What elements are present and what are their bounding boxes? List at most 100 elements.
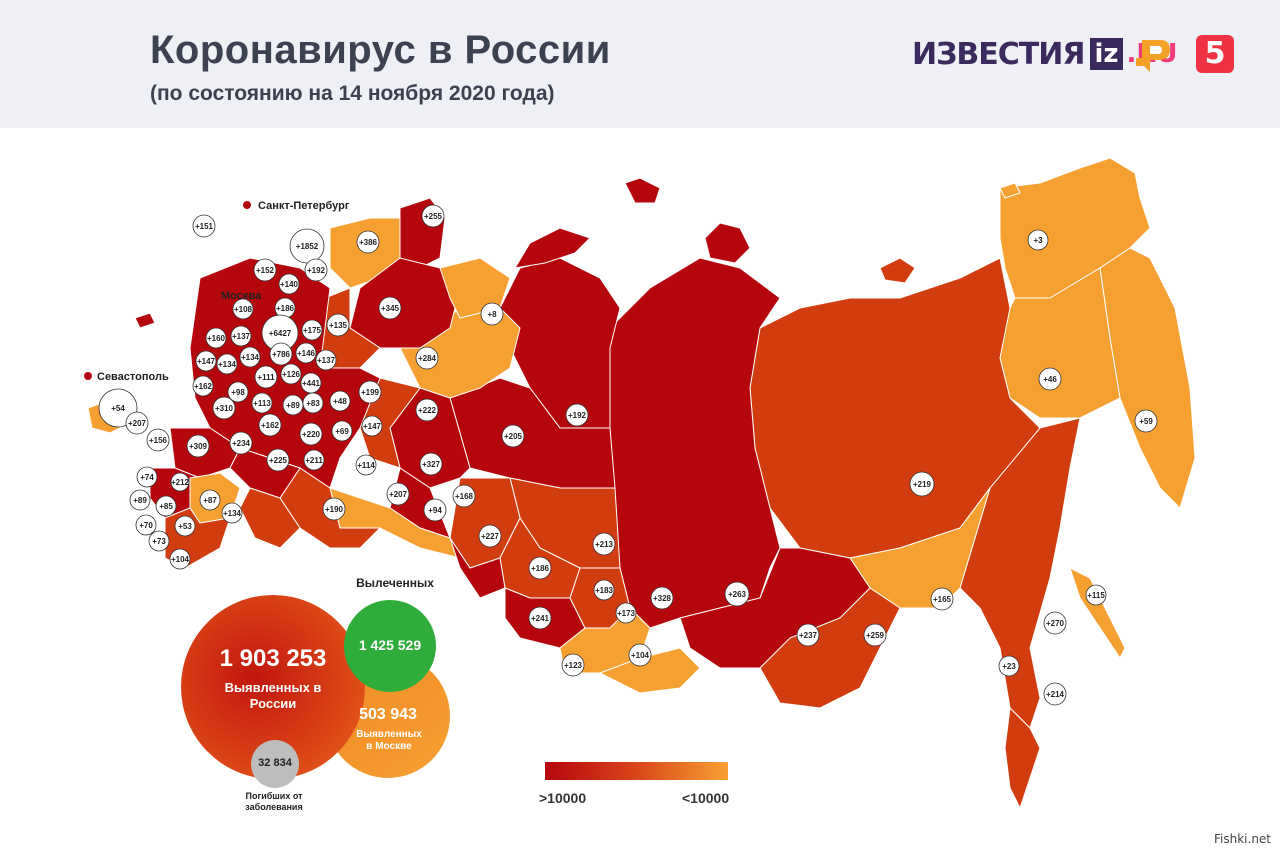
region-label-text: +23 — [1002, 662, 1016, 671]
sevastopol-marker — [84, 372, 92, 380]
region-label-text: +168 — [455, 492, 474, 501]
spb-marker — [243, 201, 251, 209]
region-label-text: +441 — [302, 379, 321, 388]
region-label-circle — [280, 363, 302, 385]
region-label-circle — [303, 449, 325, 471]
region-label-circle — [361, 415, 383, 437]
region-label-text: +59 — [1139, 417, 1153, 426]
region-label-circle — [299, 422, 323, 446]
region-label-text: +309 — [189, 442, 208, 451]
region-krasnoyarsk — [609, 257, 781, 629]
region-label-circle — [227, 381, 249, 403]
region-label-text: +3 — [1033, 236, 1043, 245]
region-label-circle — [174, 515, 196, 537]
region-label-text: +225 — [269, 456, 288, 465]
region-label-text: +190 — [325, 505, 344, 514]
region-label-text: +98 — [231, 388, 245, 397]
region-label-text: +137 — [232, 332, 251, 341]
region-label-text: +140 — [280, 280, 299, 289]
region-label-circle — [326, 313, 350, 337]
region-label-text: +134 — [241, 353, 260, 362]
region-kaliningrad — [134, 312, 156, 329]
region-label-text: +74 — [140, 473, 154, 482]
region-label-text: +192 — [307, 266, 326, 275]
region-label-circle — [192, 214, 216, 238]
deaths-bubble — [251, 740, 299, 788]
region-label-text: +54 — [111, 404, 125, 413]
region-label-text: +135 — [329, 321, 348, 330]
total-value: 1 903 253 — [219, 645, 327, 672]
region-label-text: +46 — [1043, 375, 1057, 384]
region-label-circle — [378, 296, 402, 320]
region-new-siberian — [879, 257, 916, 284]
moscow-label: Москва — [221, 290, 262, 302]
region-label-circle — [135, 514, 157, 536]
region-label-circle — [909, 471, 935, 497]
region-label-circle — [295, 342, 317, 364]
region-label-circle — [251, 392, 273, 414]
region-label-circle — [212, 396, 236, 420]
region-label-text: +270 — [1046, 619, 1065, 628]
region-label-text: +108 — [234, 305, 253, 314]
region-label-text: +123 — [564, 661, 583, 670]
region-label-circle — [421, 204, 445, 228]
region-label-text: +186 — [276, 304, 295, 313]
region-label-text: +152 — [256, 266, 275, 275]
region-label-circle — [322, 497, 346, 521]
moscow-marker — [207, 291, 215, 299]
region-label-text: +104 — [171, 555, 190, 564]
region-label-text: +199 — [361, 388, 380, 397]
region-sakhalin — [1069, 567, 1126, 659]
region-label-circle — [302, 392, 324, 414]
region-label-circle — [478, 524, 502, 548]
legend-gradient — [545, 762, 728, 780]
region-label-text: +134 — [218, 360, 237, 369]
region-label-text: +263 — [728, 590, 747, 599]
sevastopol-label: Севастополь — [97, 371, 169, 383]
region-label-text: +151 — [195, 222, 214, 231]
total-bubble — [181, 595, 365, 779]
total-label: Выявленных в России — [224, 680, 322, 711]
region-label-circle — [129, 489, 151, 511]
region-label-text: +192 — [568, 411, 587, 420]
region-khabarovsk — [959, 417, 1081, 729]
recovered-value: 1 425 529 — [358, 637, 422, 653]
region-label-circle — [239, 346, 261, 368]
ren-tv-logo-icon — [1136, 40, 1170, 72]
region-label-circle — [528, 606, 552, 630]
region-label-circle — [1134, 409, 1158, 433]
region-label-text: +205 — [504, 432, 523, 441]
region-label-text: +94 — [428, 506, 442, 515]
region-label-text: +165 — [933, 595, 952, 604]
region-label-circle — [528, 556, 552, 580]
region-label-circle — [221, 502, 243, 524]
region-label-circle — [199, 489, 221, 511]
region-label-text: +134 — [223, 509, 242, 518]
region-label-text: +156 — [149, 436, 168, 445]
region-label-text: +146 — [297, 349, 316, 358]
moscow-value: 503 943 — [359, 706, 417, 723]
region-label-text: +162 — [261, 421, 280, 430]
region-label-circle — [278, 273, 300, 295]
region-label-circle — [136, 466, 158, 488]
region-label-text: +234 — [232, 439, 251, 448]
region-label-circle — [254, 365, 278, 389]
region-label-circle — [561, 653, 585, 677]
region-label-circle — [1027, 229, 1049, 251]
region-label-text: +111 — [257, 373, 275, 382]
region-label-circle — [229, 431, 253, 455]
region-label-circle — [565, 403, 589, 427]
region-label-text: +211 — [305, 456, 323, 465]
region-label-text: +284 — [418, 354, 437, 363]
region-label-circle — [205, 327, 227, 349]
region-label-circle — [1043, 611, 1067, 635]
region-label-circle — [186, 434, 210, 458]
region-label-text: +89 — [133, 496, 147, 505]
region-label-circle — [148, 530, 170, 552]
region-label-circle — [289, 228, 325, 264]
region-label-circle — [356, 230, 380, 254]
region-label-circle — [315, 349, 337, 371]
region-label-text: +207 — [128, 419, 147, 428]
region-label-text: +186 — [531, 564, 550, 573]
deaths-value: 32 834 — [258, 757, 292, 769]
